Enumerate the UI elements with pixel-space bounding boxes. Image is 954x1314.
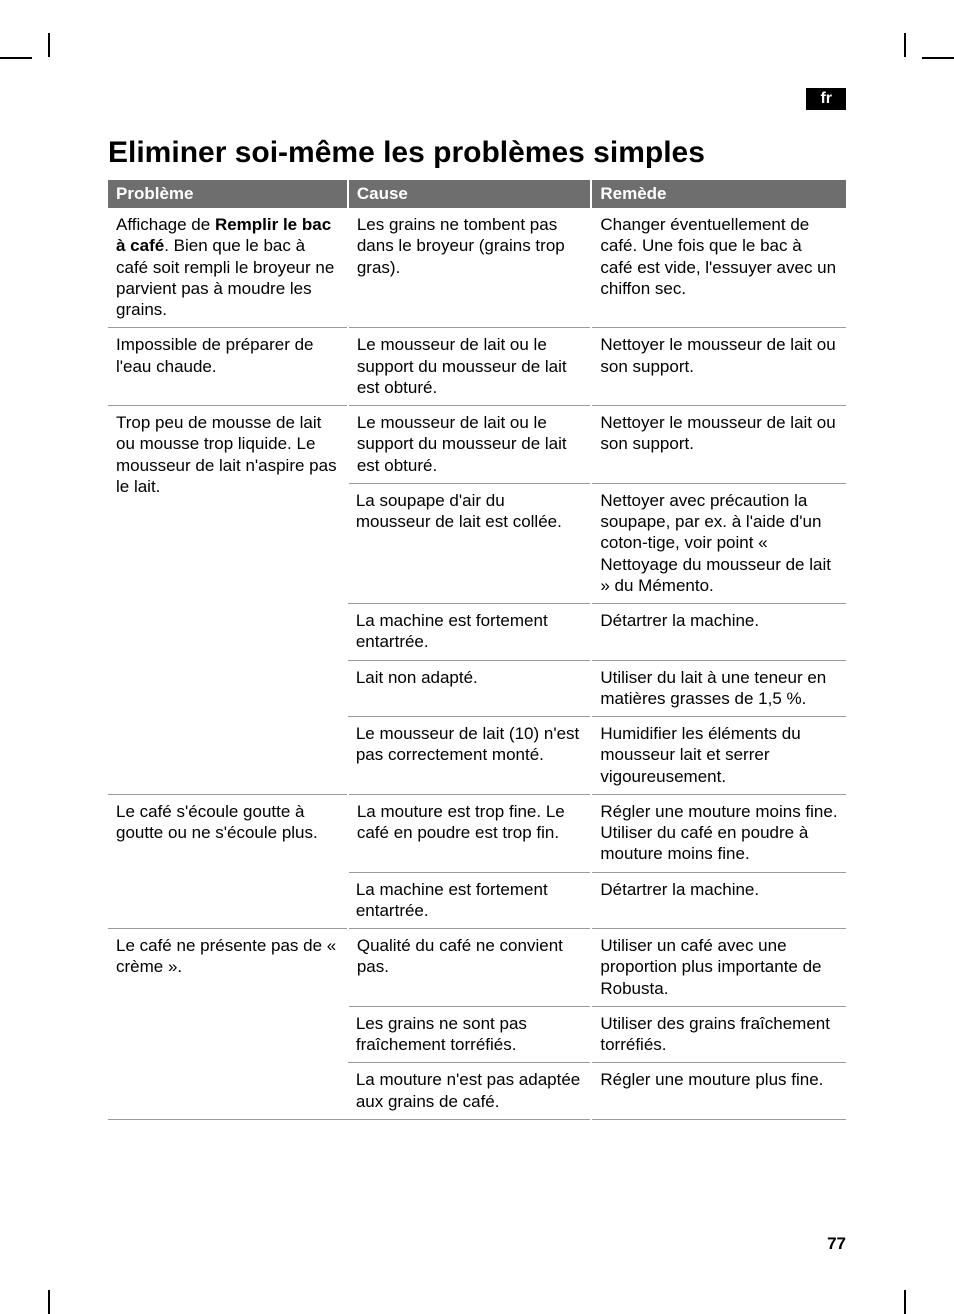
- cell-problem: Le café s'écoule goutte à goutte ou ne s…: [108, 794, 348, 928]
- troubleshooting-table: Problème Cause Remède Affichage de Rempl…: [108, 180, 846, 1120]
- cell-remedy: Détartrer la machine.: [591, 872, 846, 929]
- cell-cause: Les grains ne sont pas fraîchement torré…: [348, 1006, 592, 1063]
- cell-cause: La mouture n'est pas adaptée aux grains …: [348, 1063, 592, 1120]
- cell-cause: La soupape d'air du mousseur de lait est…: [348, 483, 592, 603]
- table-header-row: Problème Cause Remède: [108, 180, 846, 208]
- col-header-cause: Cause: [348, 180, 592, 208]
- crop-mark: [48, 33, 50, 57]
- cell-remedy: Utiliser un café avec une proportion plu…: [591, 929, 846, 1007]
- cell-cause: La machine est fortement entartrée.: [348, 872, 592, 929]
- cell-remedy: Régler une mouture plus fine.: [591, 1063, 846, 1120]
- cell-remedy: Régler une mouture moins fine. Utiliser …: [591, 794, 846, 872]
- cell-remedy: Détartrer la machine.: [591, 604, 846, 661]
- cell-remedy: Humidifier les éléments du mousseur lait…: [591, 717, 846, 795]
- cell-cause: Lait non adapté.: [348, 660, 592, 717]
- col-header-problem: Problème: [108, 180, 348, 208]
- cell-cause: Le mousseur de lait ou le support du mou…: [348, 406, 592, 484]
- cell-remedy: Utiliser du lait à une teneur en matière…: [591, 660, 846, 717]
- page-title: Eliminer soi-même les problèmes simples: [108, 136, 846, 170]
- col-header-remedy: Remède: [591, 180, 846, 208]
- document-page: fr Eliminer soi-même les problèmes simpl…: [0, 0, 954, 1314]
- cell-cause: Le mousseur de lait ou le support du mou…: [348, 328, 592, 406]
- table-row: Le café s'écoule goutte à goutte ou ne s…: [108, 794, 846, 872]
- crop-mark: [904, 33, 906, 57]
- cell-problem: Affichage de Remplir le bac à café. Bien…: [108, 208, 348, 328]
- cell-cause: Qualité du café ne convient pas.: [348, 929, 592, 1007]
- cell-remedy: Nettoyer le mousseur de lait ou son supp…: [591, 328, 846, 406]
- crop-mark: [922, 57, 954, 59]
- cell-cause: Le mousseur de lait (10) n'est pas corre…: [348, 717, 592, 795]
- language-badge: fr: [806, 88, 846, 110]
- table-row: Le café ne présente pas de « crème ». Qu…: [108, 929, 846, 1007]
- table-row: Impossible de préparer de l'eau chaude. …: [108, 328, 846, 406]
- crop-mark: [48, 1290, 50, 1314]
- cell-problem: Trop peu de mousse de lait ou mousse tro…: [108, 406, 348, 795]
- cell-cause: La mouture est trop fine. Le café en pou…: [348, 794, 592, 872]
- cell-remedy: Changer éventuellement de café. Une fois…: [591, 208, 846, 328]
- cell-problem: Le café ne présente pas de « crème ».: [108, 929, 348, 1120]
- cell-remedy: Utiliser des grains fraîchement torréfié…: [591, 1006, 846, 1063]
- cell-cause: Les grains ne tombent pas dans le broyeu…: [348, 208, 592, 328]
- crop-mark: [904, 1290, 906, 1314]
- crop-mark: [0, 57, 32, 59]
- cell-remedy: Nettoyer avec précaution la soupape, par…: [591, 483, 846, 603]
- cell-remedy: Nettoyer le mousseur de lait ou son supp…: [591, 406, 846, 484]
- table-row: Affichage de Remplir le bac à café. Bien…: [108, 208, 846, 328]
- page-number: 77: [827, 1234, 846, 1254]
- cell-cause: La machine est fortement entartrée.: [348, 604, 592, 661]
- cell-problem: Impossible de préparer de l'eau chaude.: [108, 328, 348, 406]
- table-row: Trop peu de mousse de lait ou mousse tro…: [108, 406, 846, 484]
